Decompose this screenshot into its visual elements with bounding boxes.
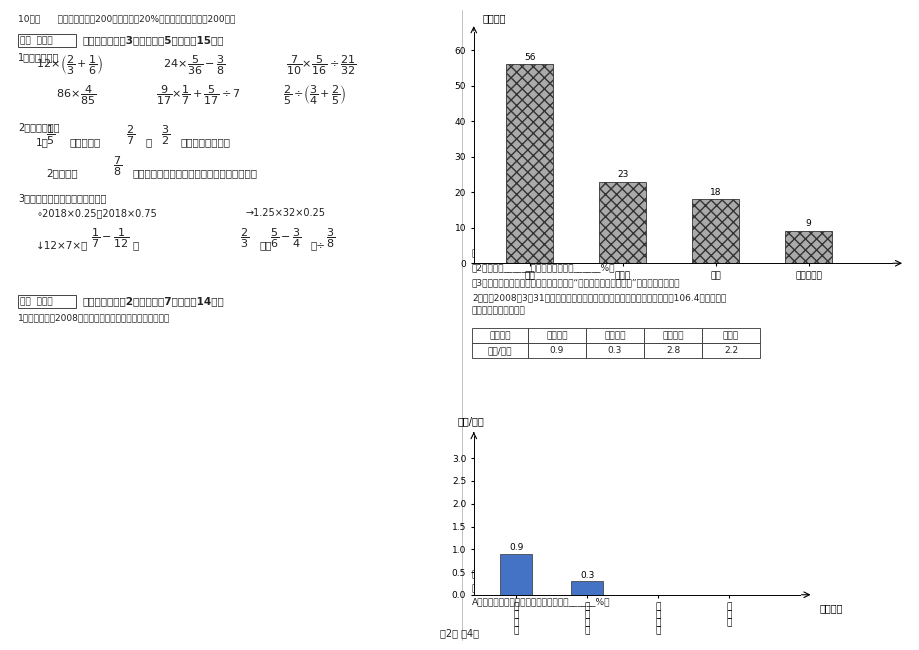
Bar (785, 231, 831, 263)
Text: $24\!\times\!\dfrac{5}{36}-\dfrac{3}{8}$: $24\!\times\!\dfrac{5}{36}-\dfrac{3}{8}$ (163, 53, 225, 77)
Text: 外国人: 外国人 (722, 331, 738, 340)
Text: （2）北京得______票，占得票总数的______%。: （2）北京得______票，占得票总数的______%。 (471, 263, 615, 272)
Text: 单位：票: 单位：票 (482, 13, 505, 23)
Bar (585, 343, 643, 358)
Bar (701, 328, 759, 343)
Text: 18: 18 (709, 187, 720, 196)
Text: 得分  评卷人: 得分 评卷人 (20, 297, 52, 306)
Text: ）÷: ）÷ (311, 240, 325, 250)
Text: A、台湾同胞报名人数大约是港澳同胞的______%。: A、台湾同胞报名人数大约是港澳同胞的______%。 (471, 597, 610, 606)
Text: 0.3: 0.3 (580, 571, 594, 580)
Text: 五、综合题（共2小题，每题7分，共计14分）: 五、综合题（共2小题，每题7分，共计14分） (83, 296, 224, 306)
Text: ∘2018×0.25＋2018×0.75: ∘2018×0.25＋2018×0.75 (36, 208, 156, 218)
Text: →1.25×32×0.25: →1.25×32×0.25 (245, 208, 325, 218)
Text: 的积，差是多少？: 的积，差是多少？ (181, 137, 231, 147)
Text: 华侨华人: 华侨华人 (662, 331, 683, 340)
Bar (599, 181, 645, 263)
Text: （1）四个申办城市的得票总数是______票。: （1）四个申办城市的得票总数是______票。 (471, 248, 590, 257)
Text: $\dfrac{2}{3}$: $\dfrac{2}{3}$ (240, 227, 249, 250)
Text: 3、脱式计算，能简算的要简算。: 3、脱式计算，能简算的要简算。 (18, 193, 107, 203)
Text: 0.9: 0.9 (508, 543, 523, 552)
Text: 1、下面是申报2008年奥运会主办城市的得票情况统计图。: 1、下面是申报2008年奥运会主办城市的得票情况统计图。 (18, 313, 170, 322)
Text: 和乙数相等，甲数和乙数的比的比値是多少？: 和乙数相等，甲数和乙数的比的比値是多少？ (133, 168, 257, 178)
Text: $86\!\times\!\dfrac{4}{85}$: $86\!\times\!\dfrac{4}{85}$ (56, 84, 96, 107)
Text: 人数/万人: 人数/万人 (457, 416, 483, 426)
Text: 与: 与 (146, 137, 152, 147)
Text: ＋（: ＋（ (260, 240, 272, 250)
Text: $\dfrac{7}{10}\!\times\!\dfrac{5}{16}\div\dfrac{21}{32}$: $\dfrac{7}{10}\!\times\!\dfrac{5}{16}\di… (286, 53, 357, 77)
Text: （1）根据表里的人数，完成统计图。: （1）根据表里的人数，完成统计图。 (471, 569, 563, 578)
Text: 第2页 兲4页: 第2页 兲4页 (440, 628, 479, 638)
Text: 人员类别: 人员类别 (489, 331, 510, 340)
Text: 2、截止2008年3月31日，报名申请成为北京奥运会志愿者的，除我国大陆的106.4万人外，其: 2、截止2008年3月31日，报名申请成为北京奥运会志愿者的，除我国大陆的106… (471, 293, 725, 302)
Bar (571, 581, 603, 595)
Bar (500, 554, 532, 595)
Text: $\dfrac{3}{2}$: $\dfrac{3}{2}$ (161, 124, 170, 147)
Text: 9: 9 (805, 220, 811, 228)
Text: 0.3: 0.3 (607, 346, 621, 355)
Text: 2.8: 2.8 (665, 346, 679, 355)
Text: $\dfrac{7}{8}$: $\dfrac{7}{8}$ (113, 155, 122, 178)
Text: 56: 56 (523, 53, 535, 62)
Text: $\dfrac{1}{7}-\dfrac{1}{12}$: $\dfrac{1}{7}-\dfrac{1}{12}$ (91, 227, 130, 250)
Text: $\dfrac{1}{5}$: $\dfrac{1}{5}$ (46, 124, 55, 147)
Text: 它的报名人数如下表：: 它的报名人数如下表： (471, 306, 525, 315)
Bar (528, 328, 585, 343)
Text: 1、脱式计算：: 1、脱式计算： (18, 52, 60, 62)
Bar (585, 328, 643, 343)
Text: 得分  评卷人: 得分 评卷人 (20, 36, 52, 45)
Text: ）: ） (133, 240, 139, 250)
Text: （2）求下列百分数。（百分号前保留一位小数）: （2）求下列百分数。（百分号前保留一位小数） (471, 583, 590, 592)
Text: 2、列式计算：: 2、列式计算： (18, 122, 60, 132)
Text: 四、计算题（共3小题，每题5分，共计15分）: 四、计算题（共3小题，每题5分，共计15分） (83, 35, 224, 45)
Text: 的倒数减去: 的倒数减去 (70, 137, 101, 147)
Text: 港澳同胞: 港澳同胞 (546, 331, 567, 340)
Text: 人员类别: 人员类别 (819, 603, 843, 613)
Text: $\dfrac{9}{17}\!\times\!\dfrac{1}{7}+\dfrac{5}{17}\div 7$: $\dfrac{9}{17}\!\times\!\dfrac{1}{7}+\df… (156, 84, 241, 107)
Text: $\dfrac{2}{5}\div\!\left(\dfrac{3}{4}+\dfrac{2}{5}\right)$: $\dfrac{2}{5}\div\!\left(\dfrac{3}{4}+\d… (283, 84, 346, 107)
Text: 2、甲数的: 2、甲数的 (46, 168, 77, 178)
Text: $\dfrac{3}{8}$: $\dfrac{3}{8}$ (325, 227, 335, 250)
Text: 人数/万人: 人数/万人 (487, 346, 512, 355)
Text: 0.9: 0.9 (550, 346, 563, 355)
Bar (18, 295, 76, 308)
Bar (18, 34, 76, 47)
Bar (505, 64, 552, 263)
Text: $12\!\times\!\left(\dfrac{2}{3}+\dfrac{1}{6}\right)$: $12\!\times\!\left(\dfrac{2}{3}+\dfrac{1… (36, 53, 103, 77)
Text: $\dfrac{2}{7}$: $\dfrac{2}{7}$ (126, 124, 135, 147)
Bar (471, 343, 528, 358)
Bar (528, 343, 585, 358)
Text: （3）投票结果一出来，报纸、电视都说：“北京得票是数遥遥领先”，为什么这样说？: （3）投票结果一出来，报纸、电视都说：“北京得票是数遥遥领先”，为什么这样说？ (471, 278, 680, 287)
Text: 2.2: 2.2 (723, 346, 737, 355)
Bar (471, 328, 528, 343)
Text: 台湾同胞: 台湾同胞 (604, 331, 625, 340)
Bar (692, 200, 738, 263)
Bar (701, 343, 759, 358)
Text: ↓12×7×（: ↓12×7×（ (36, 240, 88, 250)
Bar (643, 343, 701, 358)
Text: 10．（      ）一件商品原价200元，先提件20%，再八折出售，仍卖200元。: 10．（ ）一件商品原价200元，先提件20%，再八折出售，仍卖200元。 (18, 14, 235, 23)
Text: 1、: 1、 (36, 137, 49, 147)
Text: $\dfrac{5}{6}-\dfrac{3}{4}$: $\dfrac{5}{6}-\dfrac{3}{4}$ (269, 227, 301, 250)
Bar (643, 328, 701, 343)
Text: 23: 23 (617, 170, 628, 179)
